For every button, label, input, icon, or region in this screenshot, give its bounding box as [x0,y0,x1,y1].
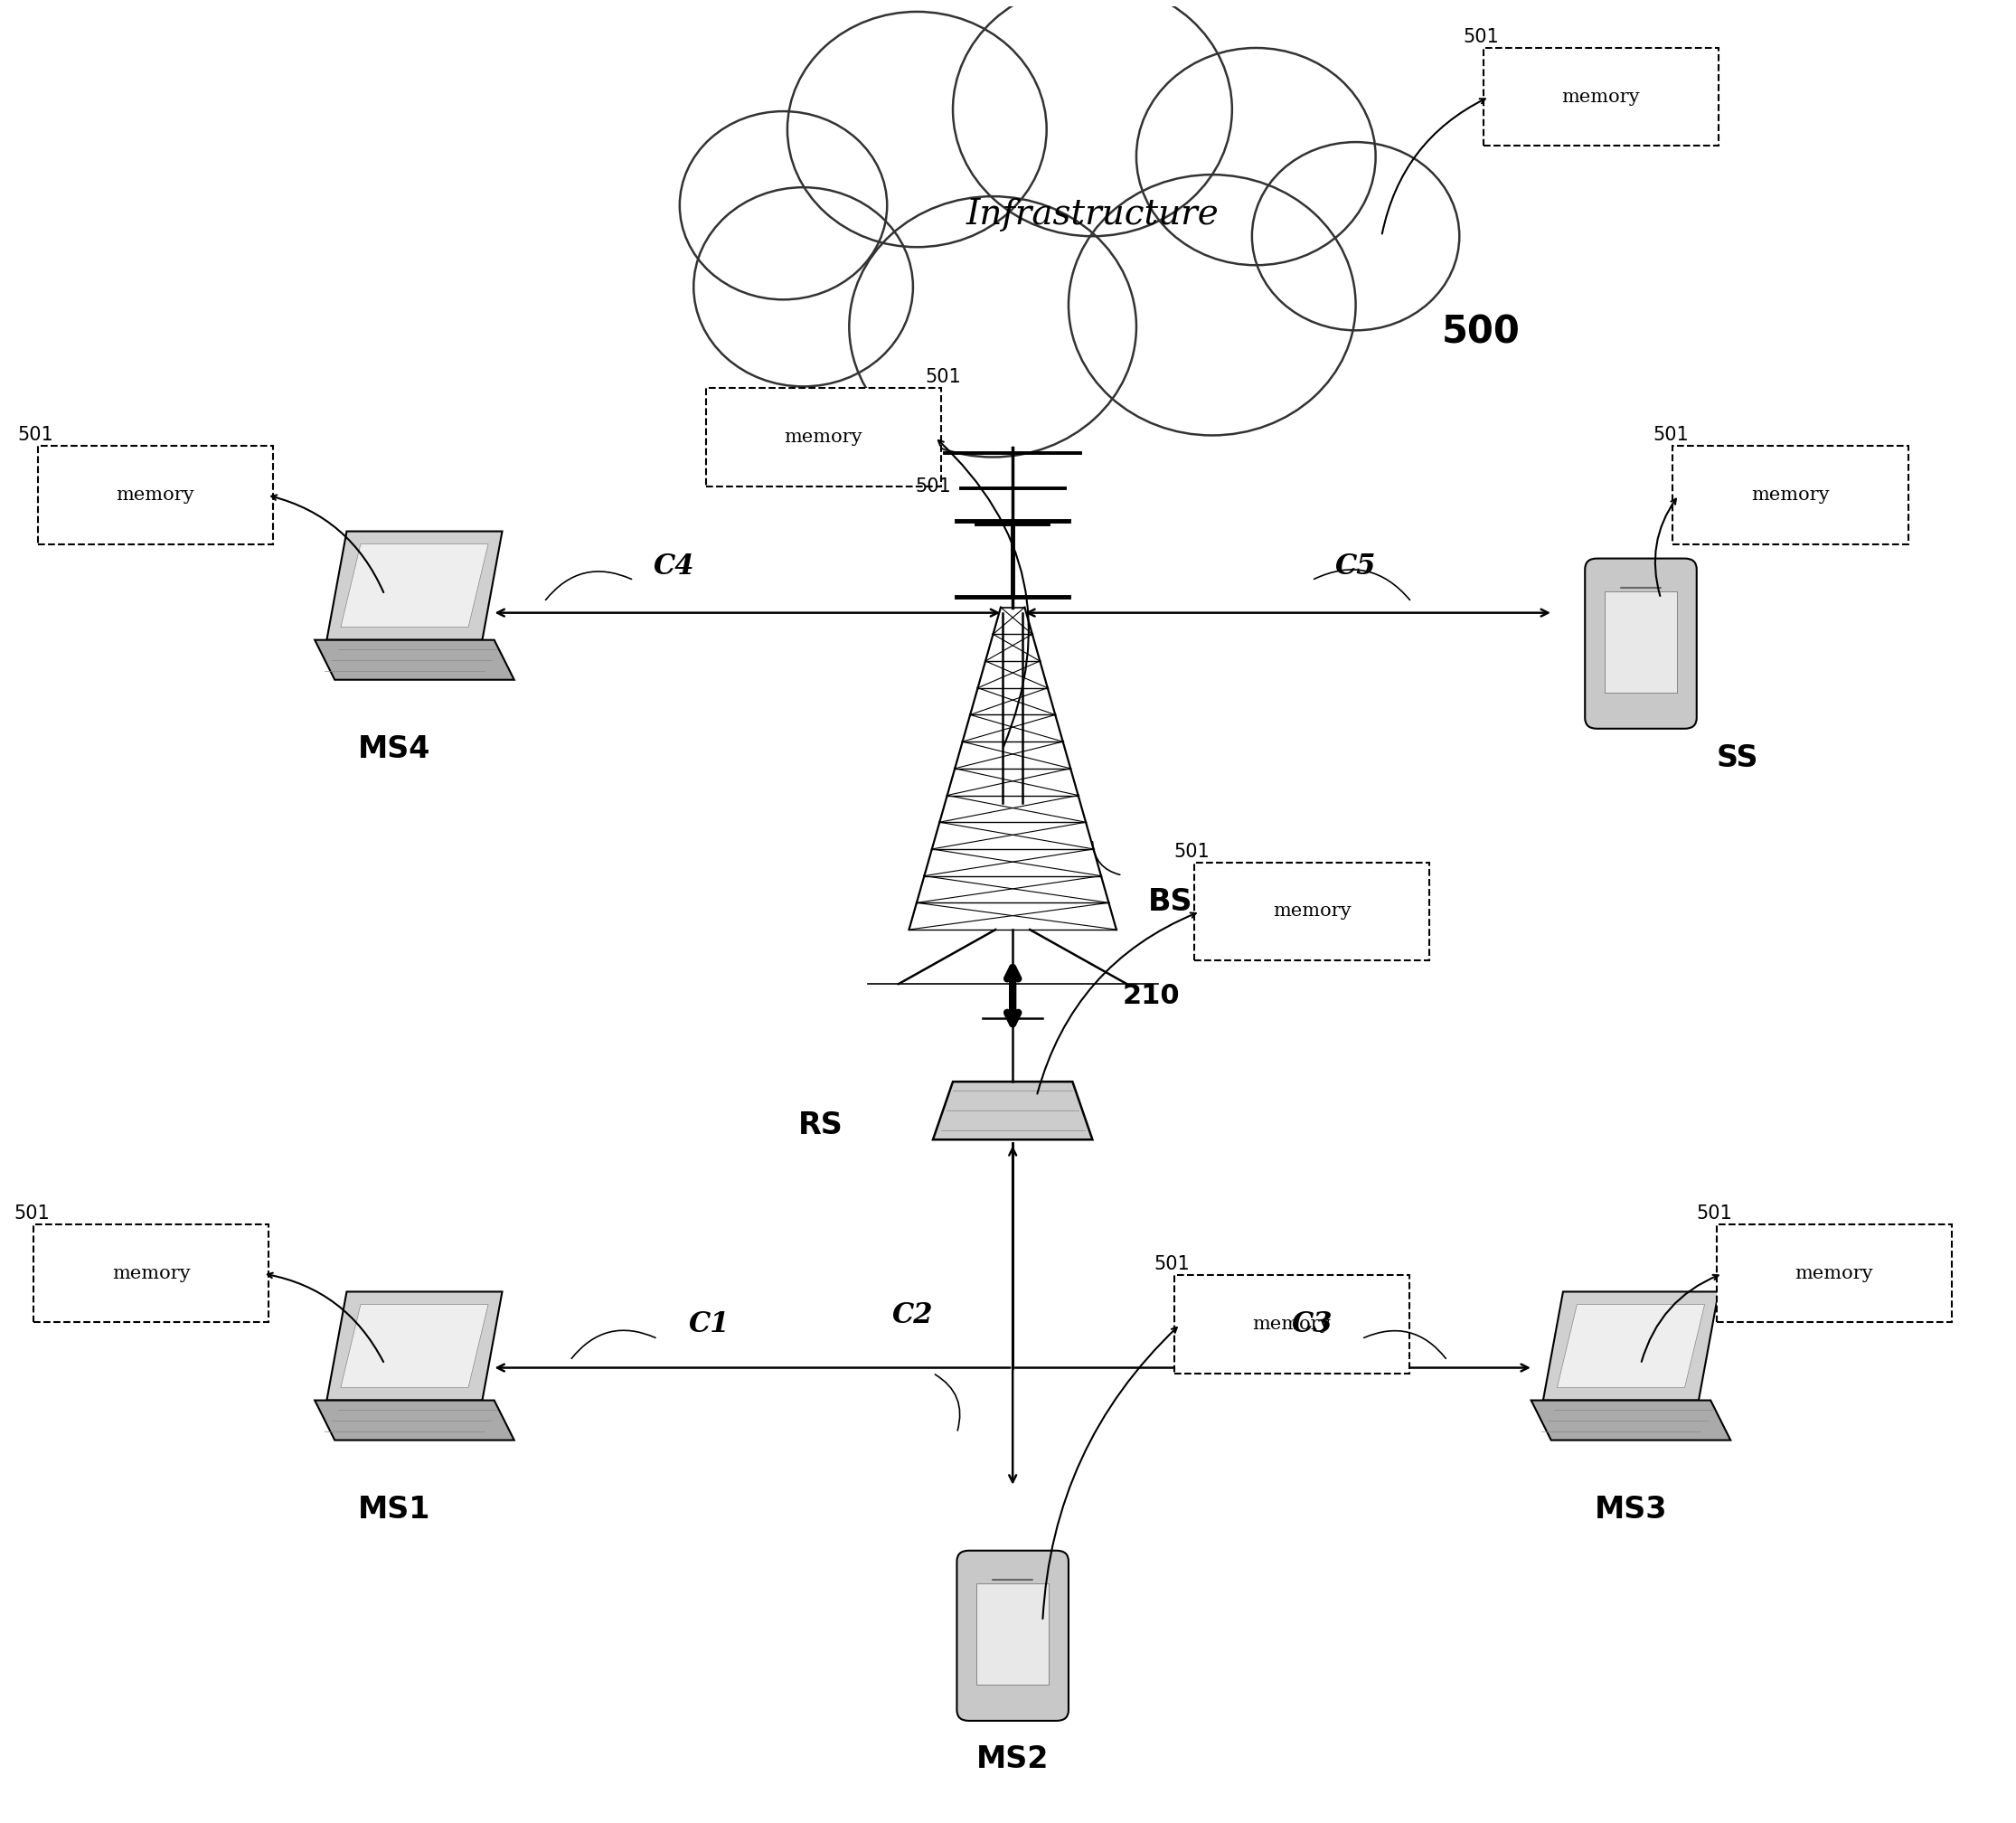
Circle shape [1068,175,1355,436]
Text: memory: memory [117,487,194,503]
Text: MS1: MS1 [359,1495,431,1524]
Text: BS: BS [1149,888,1193,917]
Polygon shape [327,1293,502,1400]
Text: 501: 501 [925,368,962,386]
Text: C4: C4 [653,552,694,580]
Circle shape [679,111,887,299]
Polygon shape [341,1305,488,1387]
Text: MS3: MS3 [1595,1495,1667,1524]
Text: 501: 501 [18,427,54,445]
FancyBboxPatch shape [1173,1276,1409,1373]
Text: 210: 210 [1123,983,1179,1008]
Polygon shape [1542,1293,1718,1400]
FancyBboxPatch shape [958,1551,1068,1721]
Circle shape [849,197,1137,458]
Text: memory: memory [784,428,863,447]
FancyBboxPatch shape [34,1225,268,1322]
Text: 501: 501 [1464,27,1500,46]
Text: C2: C2 [891,1302,933,1329]
Text: SS: SS [1716,744,1758,773]
Polygon shape [933,1081,1093,1139]
Text: 500: 500 [1441,314,1520,352]
Text: MS4: MS4 [359,735,431,764]
Circle shape [1252,142,1460,330]
Text: C5: C5 [1335,552,1377,580]
Polygon shape [314,640,514,680]
Text: C3: C3 [1290,1311,1333,1338]
Text: MS2: MS2 [976,1745,1048,1774]
FancyBboxPatch shape [978,1582,1048,1684]
Polygon shape [1530,1400,1730,1440]
Polygon shape [327,530,502,640]
Text: memory: memory [1272,902,1351,921]
Text: 501: 501 [915,478,952,496]
FancyBboxPatch shape [1484,47,1718,146]
Text: memory: memory [1752,487,1831,503]
FancyBboxPatch shape [1716,1225,1951,1322]
Text: memory: memory [1794,1265,1873,1282]
FancyBboxPatch shape [1193,862,1429,961]
FancyBboxPatch shape [1585,558,1697,729]
Text: 501: 501 [1155,1256,1189,1274]
Text: C1: C1 [689,1311,730,1338]
FancyBboxPatch shape [1605,591,1677,693]
FancyBboxPatch shape [706,388,941,487]
Text: RS: RS [798,1110,843,1139]
Text: Infrastructure: Infrastructure [966,197,1220,232]
Circle shape [954,0,1232,237]
FancyBboxPatch shape [1673,447,1907,543]
Circle shape [1137,47,1375,264]
Circle shape [694,188,913,386]
Text: 501: 501 [14,1205,50,1223]
Text: 501: 501 [1173,842,1210,860]
Polygon shape [314,1400,514,1440]
Circle shape [788,11,1046,248]
Text: memory: memory [1562,88,1641,106]
Text: memory: memory [1252,1316,1331,1333]
Text: 501: 501 [1653,427,1689,445]
FancyBboxPatch shape [38,447,272,543]
Polygon shape [341,543,488,627]
Text: memory: memory [113,1265,190,1282]
Text: 501: 501 [1697,1205,1732,1223]
Polygon shape [1556,1305,1706,1387]
